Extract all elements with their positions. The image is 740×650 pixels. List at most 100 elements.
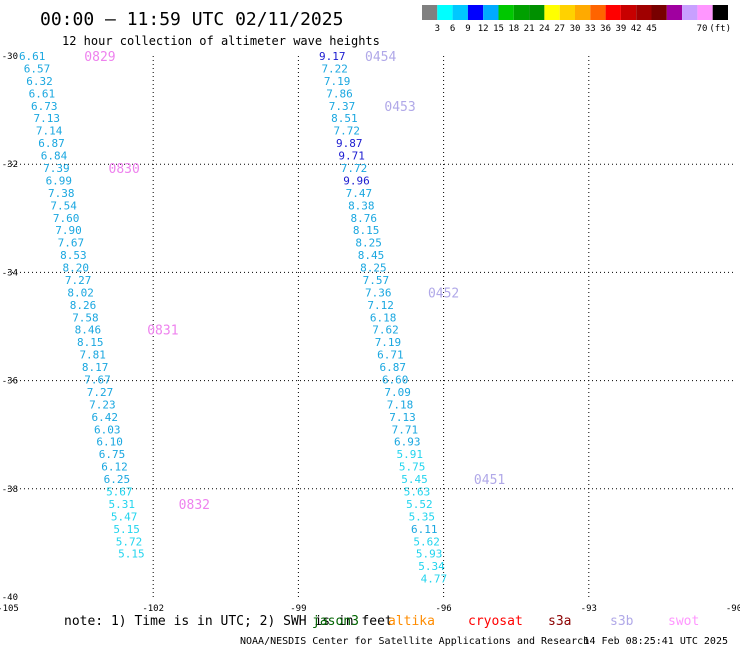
wave-height-point: 8.45	[358, 249, 385, 262]
wave-height-point: 8.02	[67, 286, 94, 299]
wave-height-point: 7.58	[72, 311, 99, 324]
wave-height-point: 6.99	[46, 174, 73, 187]
colorbar-tick-label: 3	[435, 24, 440, 34]
colorbar-swatch	[666, 5, 683, 20]
wave-height-values: 6.616.576.326.616.737.137.146.876.847.39…	[19, 50, 447, 586]
wave-height-point: 6.71	[377, 349, 404, 362]
pass-time-label: 0832	[179, 498, 210, 513]
colorbar-unit: (ft)	[709, 24, 731, 34]
wave-height-point: 7.09	[384, 386, 411, 399]
wave-height-point: 8.15	[77, 336, 104, 349]
wave-height-point: 9.87	[336, 137, 363, 150]
pass-time-label: 0451	[474, 473, 505, 488]
colorbar-swatch	[483, 5, 499, 20]
colorbar-swatch	[620, 5, 637, 20]
y-tick-labels: -30 -32 -34 -36 -38 -40	[2, 52, 18, 603]
pass-time-label: 0830	[109, 162, 140, 177]
wave-height-point: 7.90	[55, 224, 82, 237]
colorbar-tick-label: 27	[554, 24, 565, 34]
y-tick-label: -30	[2, 52, 18, 62]
wave-height-point: 6.60	[382, 374, 409, 387]
colorbar-tick-label: 12	[478, 24, 489, 34]
wave-height-point: 7.62	[372, 324, 399, 337]
colorbar-tick-label: 15	[493, 24, 504, 34]
colorbar-tick-label: 21	[524, 24, 535, 34]
x-tick-label: -96	[435, 604, 451, 614]
y-tick-label: -38	[2, 485, 18, 495]
y-tick-label: -32	[2, 160, 18, 170]
map-grid	[8, 56, 734, 597]
wave-height-point: 6.12	[101, 461, 128, 474]
wave-height-point: 6.57	[24, 62, 51, 75]
wave-height-point: 6.10	[96, 436, 123, 449]
wave-height-point: 6.18	[370, 311, 397, 324]
wave-height-point: 6.32	[26, 75, 53, 88]
wave-height-point: 5.15	[118, 548, 145, 561]
wave-height-point: 6.87	[38, 137, 65, 150]
satellite-legend-item: swot	[668, 614, 699, 629]
wave-height-point: 7.23	[89, 398, 116, 411]
pass-time-label: 0829	[84, 50, 115, 65]
wave-height-point: 6.75	[99, 448, 126, 461]
wave-height-point: 5.47	[111, 510, 138, 523]
satellite-legend-item: jason3	[312, 614, 359, 629]
colorbar-swatch	[559, 5, 575, 20]
colorbar-tick-label: 18	[508, 24, 519, 34]
colorbar: 3 6 9 12 15 18 21 24 27 30 33 36 39 42 45 70 (ft)	[422, 5, 731, 34]
wave-height-point: 5.72	[116, 535, 143, 548]
colorbar-tick-label: 45	[646, 24, 657, 34]
wave-height-point: 6.25	[104, 473, 131, 486]
wave-height-point: 8.51	[331, 112, 358, 125]
x-tick-labels: -105 -102 -99 -96 -93 -90	[0, 604, 740, 614]
wave-height-point: 5.91	[396, 448, 423, 461]
x-tick-label: -105	[0, 604, 19, 614]
wave-height-point: 5.67	[106, 486, 133, 499]
wave-height-point: 8.20	[63, 262, 90, 275]
y-tick-label: -36	[2, 377, 18, 387]
wave-height-point: 7.22	[321, 62, 348, 75]
satellite-legend: jason3 altika cryosat s3a s3b swot	[312, 614, 699, 629]
colorbar-tick-label: 33	[585, 24, 596, 34]
colorbar-swatch	[636, 5, 652, 20]
wave-height-point: 7.67	[58, 237, 85, 250]
wave-height-point: 9.71	[338, 150, 365, 163]
colorbar-swatch	[651, 5, 667, 20]
wave-height-point: 5.45	[401, 473, 428, 486]
timestamp: 14 Feb 08:25:41 UTC 2025	[584, 636, 729, 647]
colorbar-swatch	[437, 5, 453, 20]
wave-height-point: 6.73	[31, 100, 58, 113]
y-tick-label: -34	[2, 268, 18, 278]
wave-height-point: 7.86	[326, 87, 353, 100]
x-tick-label: -99	[290, 604, 306, 614]
wave-height-point: 7.12	[367, 299, 394, 312]
satellite-legend-item: s3a	[548, 614, 571, 629]
wave-height-point: 7.38	[48, 187, 75, 200]
pass-time-labels: 0829 0830 0831 0832 0454 0453 0452 0451	[84, 50, 505, 513]
wave-height-point: 8.25	[360, 262, 387, 275]
wave-height-point: 9.17	[319, 50, 346, 63]
wave-height-point: 5.31	[108, 498, 135, 511]
colorbar-tick-label: 9	[465, 24, 470, 34]
wave-height-point: 6.61	[19, 50, 46, 63]
wave-height-point: 7.14	[36, 125, 63, 138]
colorbar-swatch	[529, 5, 545, 20]
colorbar-tick-label: 30	[570, 24, 581, 34]
colorbar-tick-label: 24	[539, 24, 550, 34]
page-title: 00:00 – 11:59 UTC 02/11/2025	[40, 9, 343, 30]
colorbar-tick-label: 70	[697, 24, 708, 34]
wave-height-point: 6.93	[394, 436, 421, 449]
wave-height-point: 6.84	[41, 150, 68, 163]
wave-height-point: 7.81	[79, 349, 106, 362]
wave-height-point: 7.19	[324, 75, 351, 88]
wave-height-point: 8.46	[75, 324, 102, 337]
wave-height-point: 7.37	[329, 100, 356, 113]
wave-height-point: 8.25	[355, 237, 382, 250]
colorbar-tick-label: 39	[615, 24, 626, 34]
wave-height-point: 6.11	[411, 523, 438, 536]
wave-height-point: 7.72	[341, 162, 368, 175]
wave-height-point: 7.18	[387, 398, 414, 411]
satellite-legend-item: cryosat	[468, 614, 523, 629]
wave-height-point: 6.03	[94, 423, 121, 436]
